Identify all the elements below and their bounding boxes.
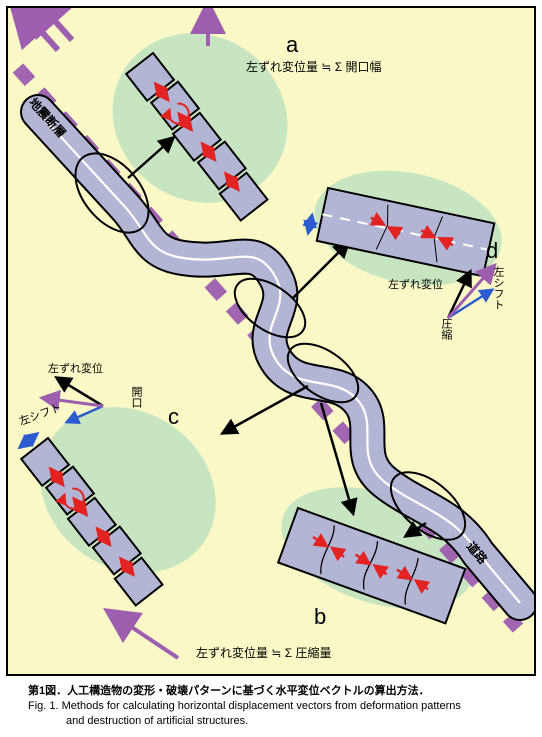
d-left-slip: 左ずれ変位 [388, 276, 443, 292]
c-opening: 開口 [128, 386, 144, 408]
diagram-svg [8, 8, 534, 674]
marker-c: c [168, 404, 179, 430]
callout-c [223, 386, 308, 433]
marker-b: b [314, 604, 326, 630]
c-left-slip: 左ずれ変位 [48, 360, 103, 376]
caption-jp: 第1図．人工構造物の変形・破壊パターンに基づく水平変位ベクトルの算出方法． [28, 684, 528, 699]
formula-a: 左ずれ変位量 ≒ Σ 開口幅 [246, 58, 382, 75]
figure-frame: a 左ずれ変位量 ≒ Σ 開口幅 d c b 左ずれ変位量 ≒ Σ 圧縮量 地震… [6, 6, 536, 676]
marker-a: a [286, 32, 298, 58]
formula-b: 左ずれ変位量 ≒ Σ 圧縮量 [196, 644, 332, 661]
marker-d: d [486, 238, 498, 264]
d-compression: 圧縮 [438, 318, 454, 340]
caption-en-line2: and destruction of artificial structures… [28, 714, 528, 729]
figure-caption: 第1図．人工構造物の変形・破壊パターンに基づく水平変位ベクトルの算出方法． Fi… [28, 684, 528, 729]
d-left-shift: 左シフト [490, 266, 506, 310]
bottom-motion-arrow [118, 618, 178, 658]
callout-d [293, 243, 348, 298]
caption-en-line1: Fig. 1. Methods for calculating horizont… [28, 699, 528, 714]
